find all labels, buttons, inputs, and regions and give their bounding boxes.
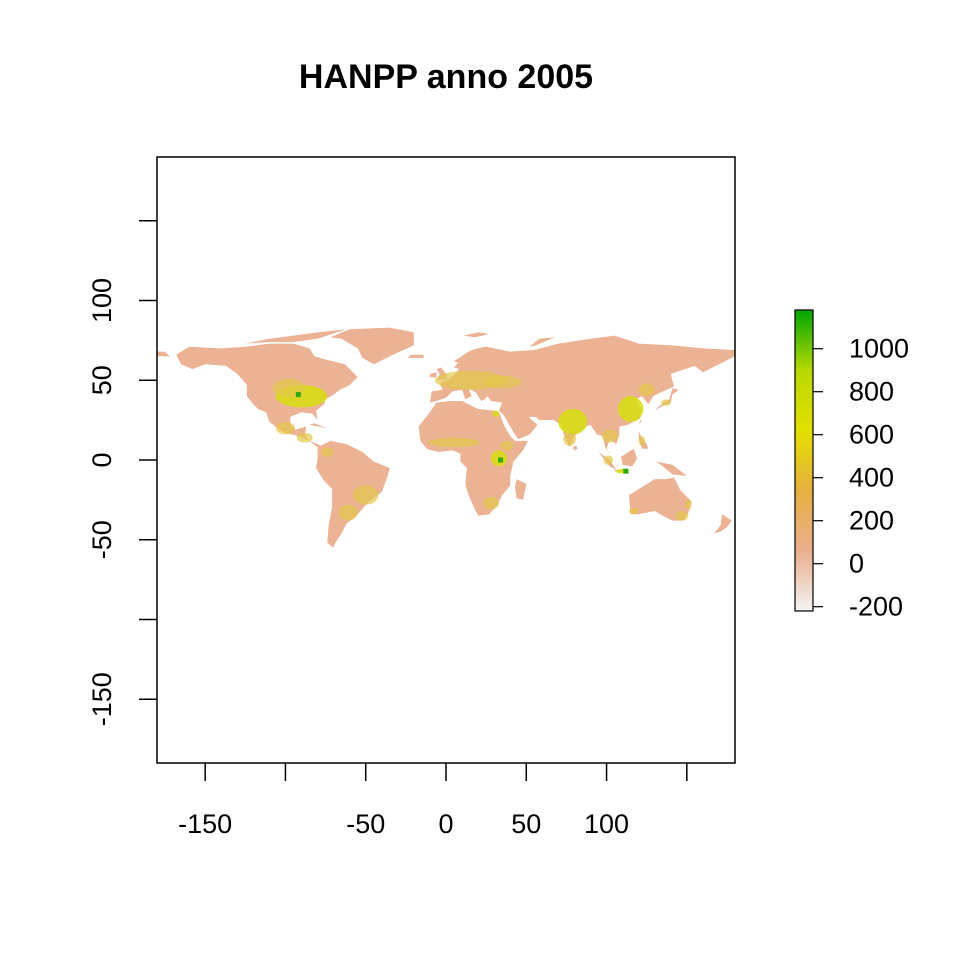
alaska-peninsula-tip	[157, 351, 170, 357]
new-zealand-landmass	[714, 514, 732, 534]
y-tick-label: -150	[87, 672, 117, 726]
hotspot-india-south	[563, 432, 576, 446]
hotspot-australia-southwest	[629, 507, 639, 515]
y-tick-label: 50	[87, 365, 117, 395]
legend-tick-label: -200	[849, 592, 903, 622]
iceland-landmass	[407, 354, 424, 358]
hotspot-sumatra	[603, 455, 613, 465]
x-tick-label: -150	[178, 809, 232, 839]
x-tick-label: -50	[346, 809, 385, 839]
y-axis: -150 -50 0 50 100	[87, 220, 157, 726]
hotspot-australia-southeast	[675, 511, 689, 521]
hotspot-brazil-south	[352, 485, 379, 505]
japan-landmass	[654, 388, 679, 411]
canadian-arctic-landmass	[245, 329, 347, 344]
color-legend: 1000 800 600 400 200 0 -200	[794, 309, 909, 622]
y-tick-label: 100	[87, 278, 117, 323]
scandinavia-landmass	[454, 346, 495, 371]
hotspot-ethiopia	[500, 440, 514, 451]
hotspot-australia-east	[685, 499, 692, 510]
north-america-landmass	[176, 343, 358, 448]
x-tick-label: 50	[511, 809, 541, 839]
legend-tick-label: 400	[849, 463, 894, 493]
madagascar-landmass	[515, 479, 527, 500]
australia-landmass	[629, 477, 692, 521]
legend-color-bar	[794, 309, 814, 612]
africa-landmass	[418, 401, 528, 516]
eurasia-landmass	[429, 335, 735, 457]
peak-east-africa	[498, 457, 504, 463]
hotspot-india	[558, 408, 588, 435]
x-tick-label: 100	[584, 809, 629, 839]
cuba-landmass	[309, 423, 328, 429]
hotspot-southeast-asia	[601, 429, 618, 443]
y-tick-label: 0	[87, 452, 117, 467]
hotspot-sahel	[428, 437, 480, 448]
hotspot-central-america	[296, 432, 313, 443]
plot-area	[157, 157, 735, 763]
hotspot-colombia	[320, 447, 334, 457]
hotspot-nile-delta	[492, 410, 499, 417]
hotspot-southern-africa	[483, 496, 499, 510]
map-layer	[157, 327, 735, 548]
hotspot-layer	[272, 370, 692, 521]
x-tick-label: 0	[438, 809, 453, 839]
peak-java	[623, 468, 629, 474]
chart-title: HANPP anno 2005	[298, 58, 594, 96]
hotspot-ukraine	[482, 375, 522, 389]
legend-tick-label: 200	[849, 506, 894, 536]
new-guinea-landmass	[656, 461, 687, 476]
south-america-landmass	[316, 440, 390, 548]
legend-tick-label: 800	[849, 377, 894, 407]
novaya-zemlya-landmass	[529, 337, 556, 347]
hotspot-japan	[661, 399, 671, 406]
hotspot-pampas	[338, 504, 358, 521]
taiwan-landmass	[638, 420, 642, 425]
greenland-landmass	[330, 327, 414, 365]
borneo-landmass	[621, 448, 638, 467]
hotspot-mexico	[275, 421, 295, 435]
sri-lanka-landmass	[572, 445, 578, 451]
svalbard-landmass	[463, 332, 490, 338]
y-tick-label: -50	[87, 520, 117, 559]
hotspot-philippines	[638, 436, 646, 446]
legend-ticks: 1000 800 600 400 200 0 -200	[813, 334, 909, 622]
legend-tick-label: 600	[849, 420, 894, 450]
hotspot-china-northeast	[638, 383, 655, 397]
peak-us-midwest	[295, 392, 301, 398]
legend-tick-label: 0	[849, 549, 864, 579]
x-axis: -150 -50 0 50 100	[178, 763, 688, 839]
ireland-landmass	[429, 372, 437, 378]
hotspot-china-east	[617, 396, 644, 422]
legend-tick-label: 1000	[849, 334, 909, 364]
